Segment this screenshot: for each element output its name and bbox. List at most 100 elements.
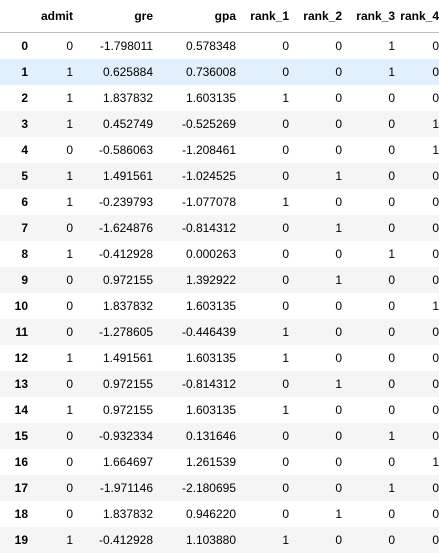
cell-rank-3: 1 <box>342 475 395 501</box>
cell-rank-2: 1 <box>289 163 342 189</box>
row-index: 5 <box>0 163 28 189</box>
cell-rank-2: 1 <box>289 215 342 241</box>
cell-rank-3: 0 <box>342 137 395 163</box>
row-index: 0 <box>0 33 28 60</box>
cell-admit: 0 <box>28 137 73 163</box>
cell-rank-3: 0 <box>342 111 395 137</box>
cell-rank-2: 0 <box>289 137 342 163</box>
cell-rank-1: 1 <box>236 85 289 111</box>
cell-gpa: -0.446439 <box>153 319 236 345</box>
cell-rank-3: 0 <box>342 527 395 553</box>
cell-rank-3: 0 <box>342 397 395 423</box>
cell-rank-2: 0 <box>289 111 342 137</box>
cell-gre: 0.972155 <box>73 397 153 423</box>
cell-rank-1: 0 <box>236 215 289 241</box>
row-index: 2 <box>0 85 28 111</box>
cell-rank-2: 0 <box>289 293 342 319</box>
cell-gre: 1.664697 <box>73 449 153 475</box>
cell-gre: 1.837832 <box>73 85 153 111</box>
cell-rank-3: 0 <box>342 267 395 293</box>
cell-admit: 1 <box>28 189 73 215</box>
cell-gpa: 1.261539 <box>153 449 236 475</box>
cell-gpa: -1.024525 <box>153 163 236 189</box>
cell-rank-2: 0 <box>289 85 342 111</box>
row-index: 14 <box>0 397 28 423</box>
cell-admit: 0 <box>28 475 73 501</box>
cell-rank-3: 0 <box>342 319 395 345</box>
cell-admit: 0 <box>28 293 73 319</box>
cell-rank-4: 0 <box>395 397 439 423</box>
cell-rank-2: 0 <box>289 423 342 449</box>
cell-rank-4: 1 <box>395 111 439 137</box>
cell-gpa: -0.814312 <box>153 215 236 241</box>
cell-rank-3: 1 <box>342 423 395 449</box>
cell-gre: -0.412928 <box>73 527 153 553</box>
cell-rank-3: 1 <box>342 241 395 267</box>
cell-rank-1: 0 <box>236 163 289 189</box>
cell-admit: 1 <box>28 397 73 423</box>
cell-gre: -0.412928 <box>73 241 153 267</box>
cell-admit: 0 <box>28 215 73 241</box>
cell-rank-2: 0 <box>289 33 342 60</box>
cell-gre: 0.972155 <box>73 371 153 397</box>
cell-rank-4: 0 <box>395 527 439 553</box>
row-index: 19 <box>0 527 28 553</box>
cell-rank-4: 0 <box>395 371 439 397</box>
header-row: admit gre gpa rank_1 rank_2 rank_3 rank_… <box>0 0 439 33</box>
cell-rank-4: 1 <box>395 293 439 319</box>
cell-admit: 1 <box>28 85 73 111</box>
cell-rank-4: 0 <box>395 215 439 241</box>
cell-gpa: 1.392922 <box>153 267 236 293</box>
cell-rank-2: 0 <box>289 241 342 267</box>
cell-gre: -0.586063 <box>73 137 153 163</box>
cell-gpa: 1.603135 <box>153 345 236 371</box>
cell-admit: 0 <box>28 423 73 449</box>
cell-rank-1: 1 <box>236 527 289 553</box>
cell-gre: 1.837832 <box>73 293 153 319</box>
cell-gpa: 1.103880 <box>153 527 236 553</box>
cell-rank-2: 0 <box>289 319 342 345</box>
cell-rank-3: 0 <box>342 345 395 371</box>
cell-rank-3: 0 <box>342 163 395 189</box>
cell-rank-3: 0 <box>342 215 395 241</box>
row-index: 4 <box>0 137 28 163</box>
cell-rank-4: 0 <box>395 33 439 60</box>
cell-gre: -0.932334 <box>73 423 153 449</box>
cell-admit: 0 <box>28 449 73 475</box>
cell-gpa: -2.180695 <box>153 475 236 501</box>
row-index: 13 <box>0 371 28 397</box>
cell-gre: 0.625884 <box>73 59 153 85</box>
cell-admit: 0 <box>28 33 73 60</box>
cell-rank-4: 0 <box>395 189 439 215</box>
row-index: 7 <box>0 215 28 241</box>
cell-rank-4: 0 <box>395 241 439 267</box>
row-index: 8 <box>0 241 28 267</box>
cell-rank-4: 0 <box>395 475 439 501</box>
cell-rank-2: 0 <box>289 345 342 371</box>
cell-gpa: 0.131646 <box>153 423 236 449</box>
row-index: 15 <box>0 423 28 449</box>
cell-gpa: 0.736008 <box>153 59 236 85</box>
row-index: 10 <box>0 293 28 319</box>
